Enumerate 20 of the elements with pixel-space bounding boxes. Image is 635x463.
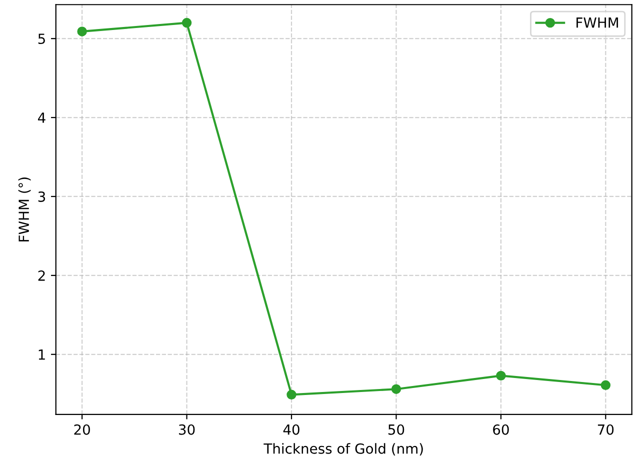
x-tick-label: 70 bbox=[598, 424, 614, 435]
y-tick-label: 2 bbox=[38, 270, 45, 281]
x-axis-title: Thickness of Gold (nm) bbox=[264, 443, 423, 456]
x-tick-label: 40 bbox=[283, 424, 300, 435]
point bbox=[286, 390, 296, 400]
point bbox=[77, 26, 87, 36]
x-tick-label: 20 bbox=[74, 424, 90, 435]
y-tick-label: 1 bbox=[38, 350, 45, 360]
x-tick-label: 50 bbox=[388, 424, 404, 435]
y-tick-label: 5 bbox=[38, 34, 45, 44]
y-tick-label: 3 bbox=[38, 191, 46, 202]
legend-label: FWHM bbox=[576, 18, 618, 28]
point bbox=[496, 370, 506, 381]
point bbox=[182, 18, 192, 28]
y-tick-label: 4 bbox=[38, 112, 46, 123]
x-tick-label: 60 bbox=[493, 424, 509, 435]
x-tick-label: 30 bbox=[179, 424, 195, 435]
point bbox=[391, 384, 402, 394]
y-axis-title: FWHM (°) bbox=[18, 178, 31, 242]
point bbox=[600, 380, 611, 390]
